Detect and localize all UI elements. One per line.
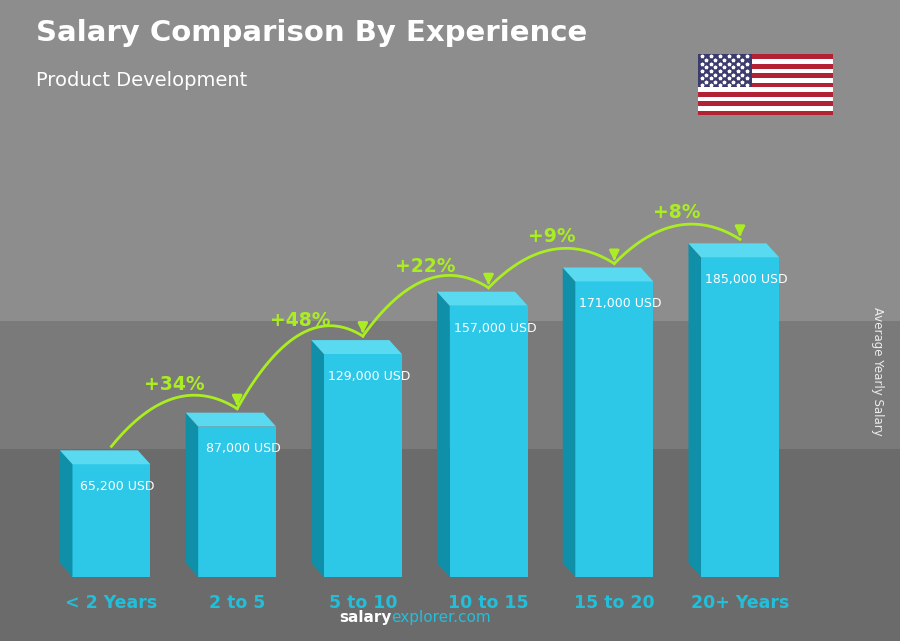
Bar bbox=[698, 87, 832, 92]
Text: Salary Comparison By Experience: Salary Comparison By Experience bbox=[36, 19, 587, 47]
Text: 65,200 USD: 65,200 USD bbox=[80, 480, 155, 493]
Bar bbox=[698, 78, 832, 83]
Bar bbox=[698, 64, 832, 69]
Bar bbox=[450, 306, 527, 577]
Text: +8%: +8% bbox=[653, 203, 701, 222]
Bar bbox=[701, 257, 779, 577]
Text: 171,000 USD: 171,000 USD bbox=[580, 297, 662, 310]
Bar bbox=[698, 54, 832, 59]
Bar bbox=[198, 426, 276, 577]
Text: salary: salary bbox=[339, 610, 392, 625]
Bar bbox=[0, 449, 900, 641]
Text: +48%: +48% bbox=[270, 312, 330, 330]
Polygon shape bbox=[437, 292, 450, 577]
Polygon shape bbox=[437, 292, 527, 306]
Bar bbox=[698, 59, 832, 64]
Polygon shape bbox=[311, 340, 401, 354]
Bar bbox=[698, 106, 832, 111]
Bar bbox=[698, 69, 832, 73]
Bar bbox=[698, 73, 832, 78]
Polygon shape bbox=[562, 267, 575, 577]
Text: Average Yearly Salary: Average Yearly Salary bbox=[871, 308, 884, 436]
Bar bbox=[698, 101, 832, 106]
Polygon shape bbox=[562, 267, 653, 281]
Bar bbox=[698, 54, 752, 87]
Bar bbox=[698, 83, 832, 87]
Bar bbox=[575, 281, 653, 577]
Text: +22%: +22% bbox=[395, 257, 456, 276]
Polygon shape bbox=[688, 244, 779, 257]
Polygon shape bbox=[185, 413, 276, 426]
Text: +9%: +9% bbox=[527, 227, 575, 246]
Polygon shape bbox=[311, 340, 324, 577]
Text: 185,000 USD: 185,000 USD bbox=[705, 273, 788, 286]
Bar bbox=[73, 464, 150, 577]
Bar bbox=[0, 0, 900, 320]
Text: 129,000 USD: 129,000 USD bbox=[328, 370, 410, 383]
Polygon shape bbox=[60, 451, 150, 464]
Polygon shape bbox=[60, 451, 73, 577]
Text: 157,000 USD: 157,000 USD bbox=[454, 322, 536, 335]
Polygon shape bbox=[688, 244, 701, 577]
Text: explorer.com: explorer.com bbox=[392, 610, 491, 625]
Text: 87,000 USD: 87,000 USD bbox=[206, 442, 281, 456]
Polygon shape bbox=[185, 413, 198, 577]
Bar bbox=[698, 111, 832, 115]
Text: Product Development: Product Development bbox=[36, 71, 248, 90]
Bar bbox=[324, 354, 401, 577]
Bar bbox=[698, 97, 832, 101]
Bar bbox=[698, 92, 832, 97]
Text: +34%: +34% bbox=[144, 375, 204, 394]
